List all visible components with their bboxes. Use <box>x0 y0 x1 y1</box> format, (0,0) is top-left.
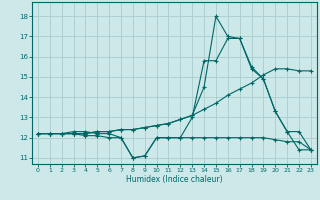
X-axis label: Humidex (Indice chaleur): Humidex (Indice chaleur) <box>126 175 223 184</box>
